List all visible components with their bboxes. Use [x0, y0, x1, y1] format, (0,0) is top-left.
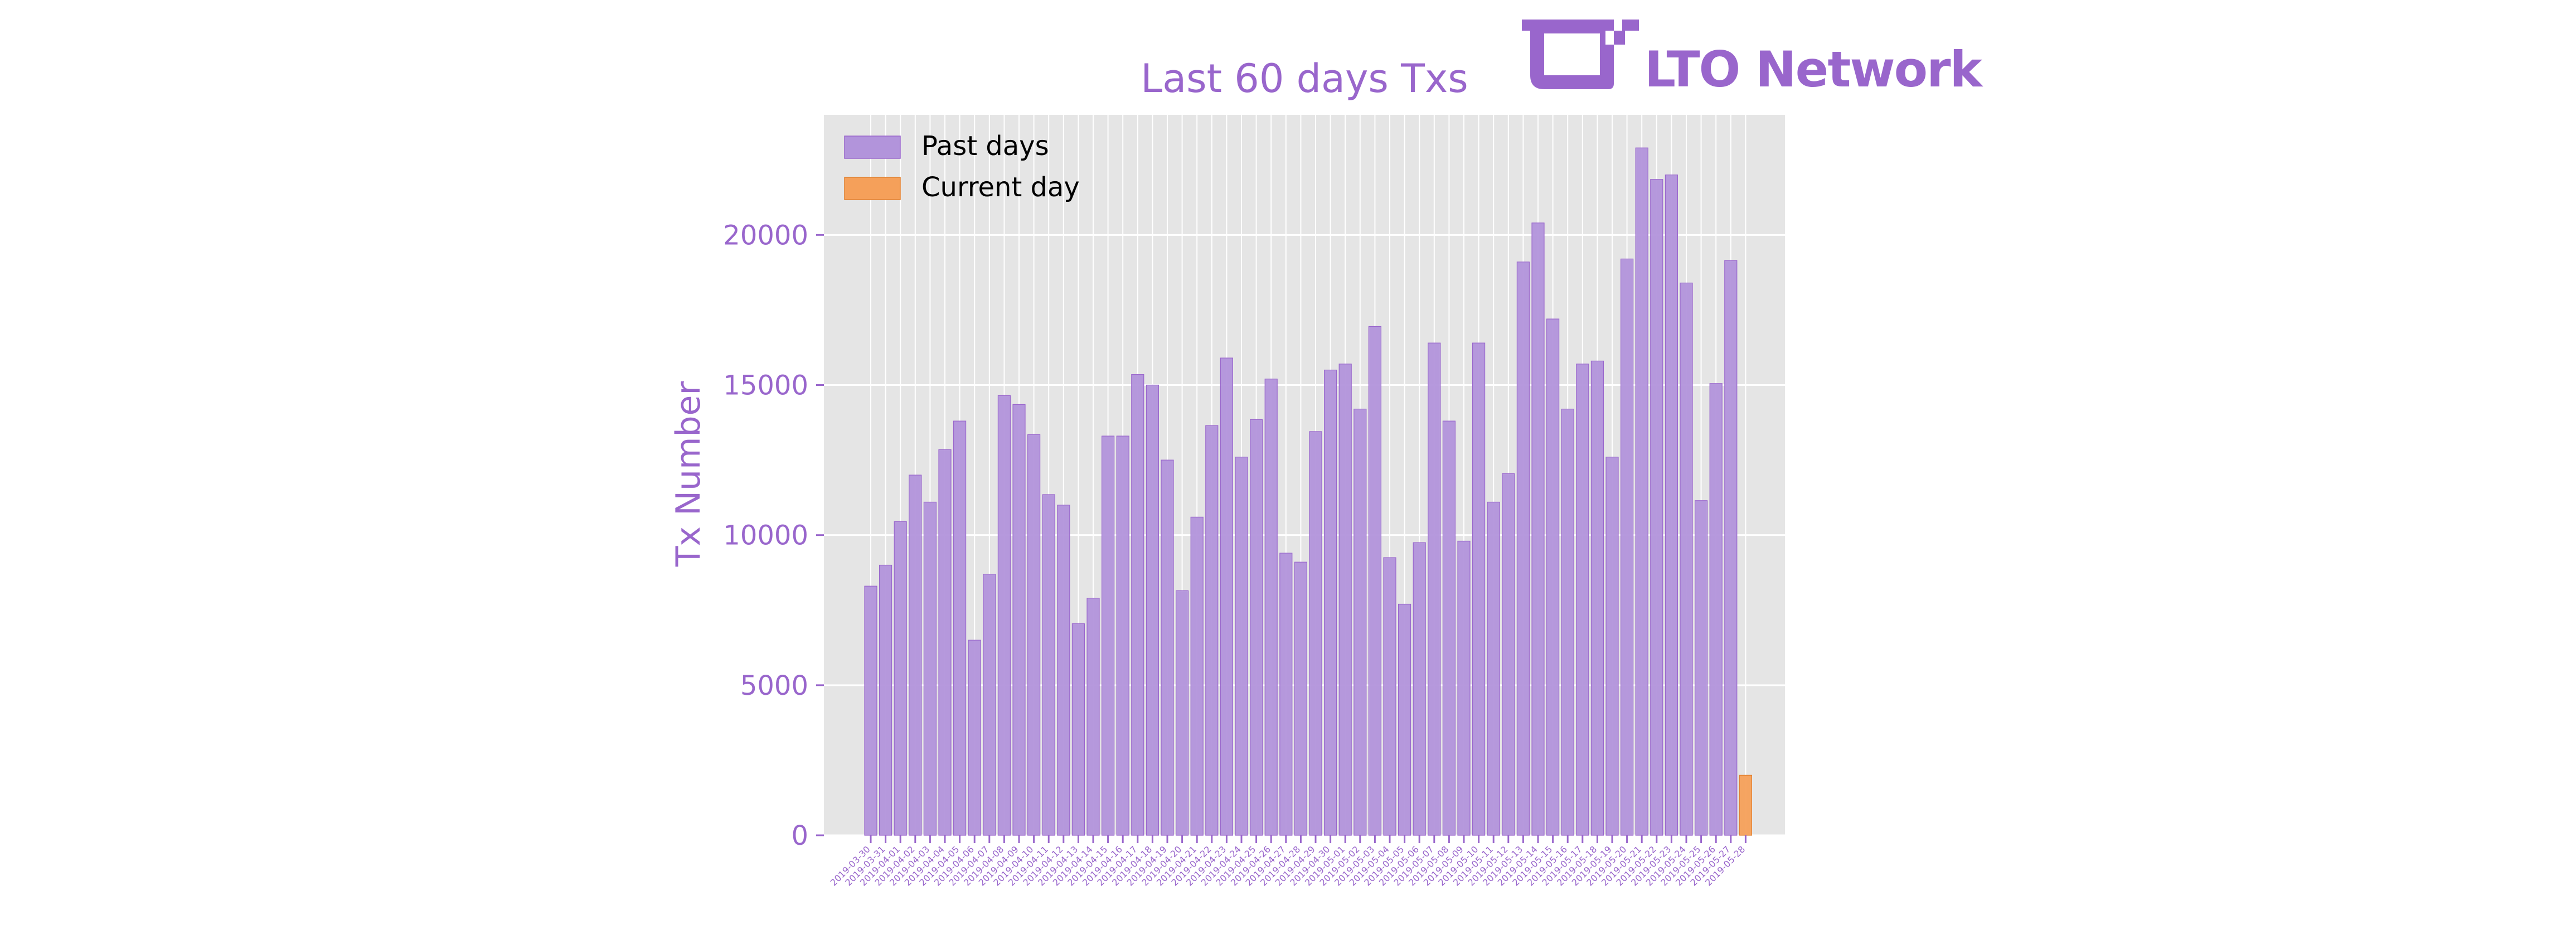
bar-past-day	[1086, 598, 1100, 836]
legend-label-past: Past days	[921, 130, 1049, 162]
y-tick-label: 0	[791, 820, 808, 851]
bar-past-day	[1146, 384, 1159, 836]
bar-past-day	[1457, 540, 1471, 836]
bar-past-day	[1027, 434, 1041, 836]
bar-past-day	[1354, 408, 1367, 836]
bar-past-day	[938, 449, 952, 836]
bar-past-day	[1116, 435, 1129, 836]
bar-past-day	[1665, 175, 1678, 836]
bar-past-day	[894, 521, 907, 836]
bar-past-day	[953, 420, 967, 836]
x-ticks: 2019-03-302019-03-312019-04-012019-04-02…	[828, 835, 1747, 888]
bar-past-day	[1695, 500, 1708, 836]
bar-past-day	[1561, 408, 1574, 836]
y-tick-label: 10000	[723, 520, 808, 551]
bar-past-day	[1398, 603, 1411, 836]
y-tick-label: 20000	[723, 220, 808, 251]
bar-past-day	[1190, 516, 1204, 836]
bar-past-day	[1605, 457, 1619, 836]
bar-past-day	[1516, 262, 1530, 836]
legend-swatch-current	[844, 177, 901, 200]
bar-past-day	[1531, 222, 1545, 836]
logo: LTO Network	[1522, 20, 1985, 98]
bar-past-day	[1205, 425, 1219, 836]
logo-mark-icon	[1522, 20, 1639, 89]
bar-past-day	[1621, 258, 1634, 836]
bar-past-day	[1428, 342, 1441, 836]
y-ticks: 0 5000 10000 15000 20000	[723, 220, 824, 851]
bar-past-day	[1680, 282, 1693, 836]
bar-past-day	[1176, 590, 1189, 836]
bar-past-day	[1576, 364, 1589, 836]
chart-title: Last 60 days Txs	[1141, 56, 1468, 101]
bar-past-day	[1709, 383, 1723, 836]
bar-past-day	[909, 475, 922, 836]
bar-past-day	[1590, 360, 1604, 836]
bar-past-day	[1250, 419, 1263, 836]
bar-past-day	[983, 574, 996, 836]
bar-past-day	[1235, 457, 1248, 836]
bar-past-day	[879, 564, 892, 836]
bar-past-day	[1264, 379, 1278, 836]
y-tick-label: 5000	[740, 670, 808, 701]
bar-past-day	[1012, 404, 1026, 836]
bar-past-day	[1042, 494, 1055, 836]
bar-past-day	[997, 395, 1011, 836]
bar-past-day	[1635, 147, 1648, 836]
bar-past-day	[1131, 374, 1144, 836]
legend: Past days Current day	[844, 130, 1080, 203]
bar-past-day	[1338, 364, 1352, 836]
bar-past-day	[1101, 435, 1115, 836]
bar-past-day	[1650, 179, 1663, 836]
bar-past-day	[1294, 562, 1307, 836]
bar-past-day	[1161, 459, 1174, 836]
bar-past-day	[1309, 431, 1322, 836]
bar-past-day	[1071, 623, 1085, 836]
y-tick-label: 15000	[723, 370, 808, 401]
logo-text: LTO Network	[1644, 41, 1984, 98]
bar-past-day	[1279, 553, 1293, 836]
bar-past-day	[1502, 473, 1515, 836]
bar-past-day	[1413, 542, 1426, 836]
bar-past-day	[1724, 260, 1738, 836]
bar-past-day	[1324, 369, 1337, 836]
y-axis-label: Tx Number	[669, 381, 708, 568]
bar-past-day	[923, 501, 937, 836]
bar-past-day	[1546, 318, 1560, 836]
bar-past-day	[1057, 505, 1070, 836]
bar-past-day	[968, 640, 981, 836]
bar-past-day	[1487, 501, 1500, 836]
bar-past-day	[1472, 342, 1486, 836]
bar-past-day	[864, 585, 877, 836]
legend-label-current: Current day	[921, 172, 1080, 203]
bar-past-day	[1383, 557, 1396, 836]
bar-current-day	[1739, 775, 1752, 836]
bar-past-day	[1368, 326, 1381, 836]
bar-past-day	[1442, 420, 1456, 836]
bar-past-day	[1220, 357, 1233, 836]
legend-swatch-past	[844, 135, 901, 159]
